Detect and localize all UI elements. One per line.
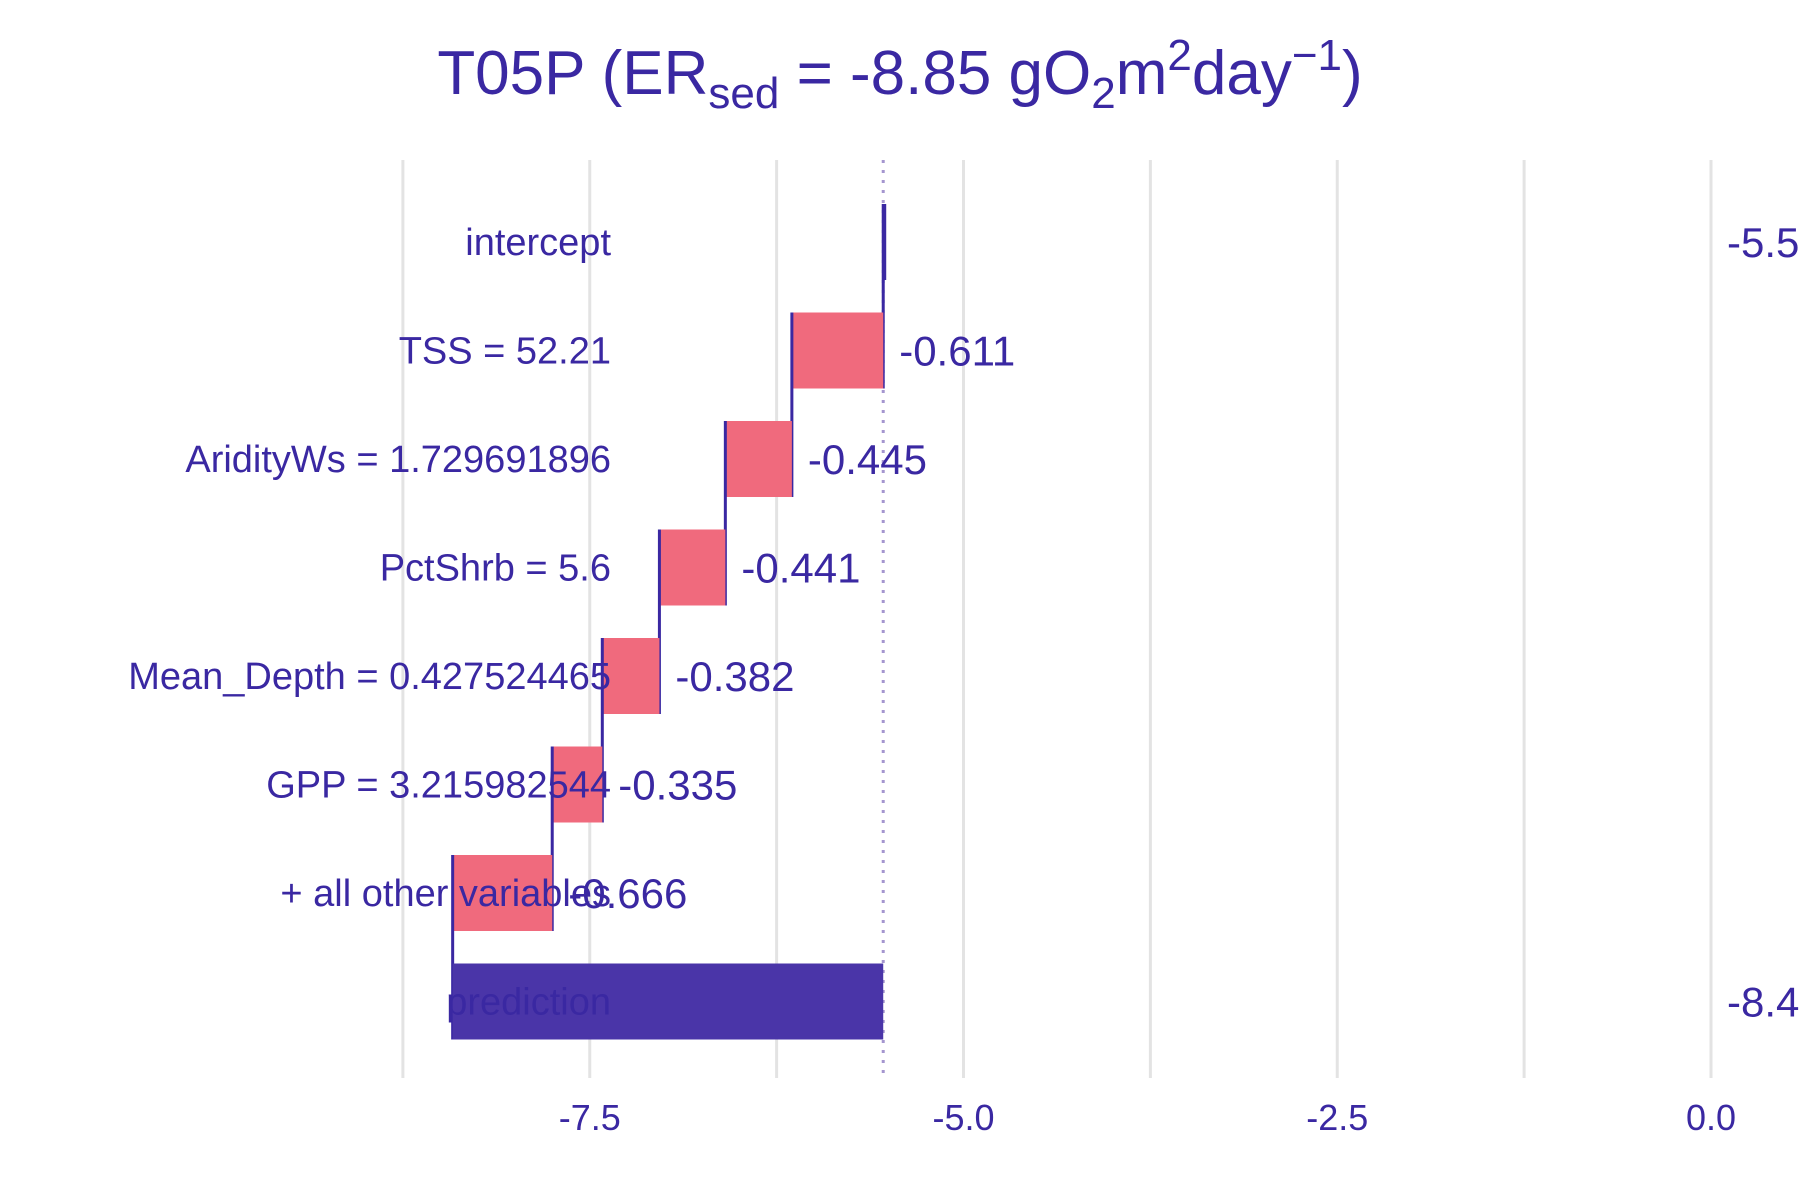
bar-1	[791, 312, 884, 389]
category-label: + all other variables	[280, 873, 611, 915]
category-label: intercept	[465, 222, 611, 264]
category-label: prediction	[446, 982, 611, 1024]
bar-7	[452, 963, 884, 1040]
grid-lines	[401, 160, 1713, 1078]
x-tick-label: 0.0	[1686, 1097, 1736, 1138]
value-label: -0.441	[741, 545, 860, 592]
value-label: -0.445	[808, 436, 927, 483]
bar-4	[602, 638, 660, 714]
category-label: Mean_Depth = 0.427524465	[128, 656, 611, 698]
value-label: -0.382	[675, 653, 794, 700]
bar-5	[552, 746, 603, 823]
chart-title: T05P (ERsed = -8.85 gO2m2day−1)	[437, 31, 1363, 118]
x-tick-label: -2.5	[1306, 1097, 1368, 1138]
value-label: -8.4	[1727, 979, 1799, 1026]
labels: intercept -5.5 TSS = 52.21 -0.611 AridityWs …	[128, 219, 1799, 1138]
bar-3	[659, 529, 726, 606]
value-label: -0.335	[618, 762, 737, 809]
value-label: -0.666	[568, 870, 687, 917]
value-label: -0.611	[899, 328, 1015, 375]
value-label: -5.5	[1727, 219, 1799, 266]
bar-2	[725, 421, 792, 497]
category-label: TSS = 52.21	[399, 331, 611, 373]
x-tick-label: -5.0	[932, 1097, 994, 1138]
category-label: PctShrb = 5.6	[380, 548, 611, 590]
bars	[451, 204, 887, 1040]
x-tick-label: -7.5	[559, 1097, 621, 1138]
category-label: AridityWs = 1.729691896	[185, 439, 611, 481]
bar-6	[452, 855, 553, 931]
category-label: GPP = 3.215982544	[266, 765, 611, 807]
